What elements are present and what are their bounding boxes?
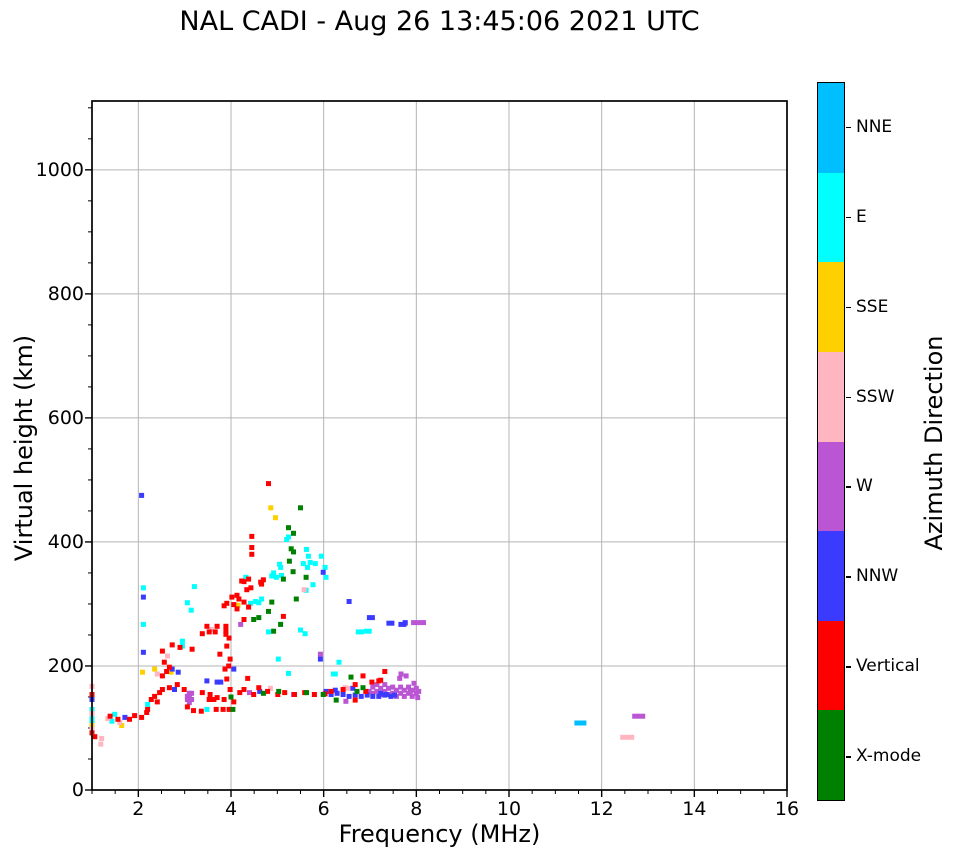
colorbar-tick bbox=[846, 576, 851, 578]
y-tick-label: 1000 bbox=[35, 158, 84, 181]
x-tick-label: 16 bbox=[774, 798, 800, 820]
x-tick-label: 8 bbox=[410, 798, 423, 820]
chart-title: NAL CADI - Aug 26 13:45:06 2021 UTC bbox=[179, 6, 700, 37]
colorbar-tick bbox=[846, 486, 851, 488]
x-tick-label: 2 bbox=[132, 798, 145, 820]
colorbar-segment-nnw bbox=[818, 531, 844, 621]
colorbar-tick bbox=[846, 666, 851, 668]
y-tick-label: 800 bbox=[47, 282, 84, 305]
colorbar-segment-vertical bbox=[818, 620, 844, 711]
x-tick-label: 4 bbox=[224, 798, 238, 820]
colorbar-segment-nne bbox=[818, 83, 844, 173]
x-tick-label: 10 bbox=[496, 798, 522, 820]
colorbar-label-sse: SSE bbox=[856, 296, 889, 317]
y-axis-label: Virtual height (km) bbox=[10, 334, 38, 562]
colorbar-tick bbox=[846, 396, 851, 399]
colorbar-label-e: E bbox=[856, 206, 867, 227]
colorbar-segment-ssw bbox=[818, 351, 844, 442]
colorbar-segment-x-mode bbox=[818, 710, 844, 800]
azimuth-colorbar bbox=[817, 82, 845, 801]
colorbar-tick bbox=[846, 126, 851, 129]
x-tick-label: 6 bbox=[317, 798, 330, 820]
colorbar-label-nne: NNE bbox=[856, 116, 893, 137]
colorbar-tick bbox=[846, 216, 851, 219]
y-tick-label: 600 bbox=[47, 406, 84, 429]
y-tick-label: 0 bbox=[71, 779, 84, 801]
colorbar-segment-e bbox=[818, 172, 844, 263]
y-tick-label: 200 bbox=[47, 654, 84, 677]
colorbar-segment-sse bbox=[818, 262, 844, 352]
colorbar-label-w: W bbox=[856, 476, 873, 497]
colorbar-label-nnw: NNW bbox=[856, 566, 899, 587]
colorbar-tick bbox=[846, 756, 851, 758]
colorbar-title: Azimuth Direction bbox=[920, 335, 948, 551]
y-tick-label: 400 bbox=[47, 530, 84, 553]
x-tick-label: 12 bbox=[589, 798, 614, 820]
colorbar-label-ssw: SSW bbox=[856, 386, 895, 407]
colorbar-label-vertical: Vertical bbox=[856, 656, 920, 677]
colorbar-tick bbox=[846, 306, 851, 309]
x-tick-label: 14 bbox=[682, 798, 707, 820]
colorbar-label-x-mode: X-mode bbox=[856, 746, 922, 767]
x-axis-label: Frequency (MHz) bbox=[338, 820, 541, 848]
colorbar-segment-w bbox=[818, 441, 844, 532]
